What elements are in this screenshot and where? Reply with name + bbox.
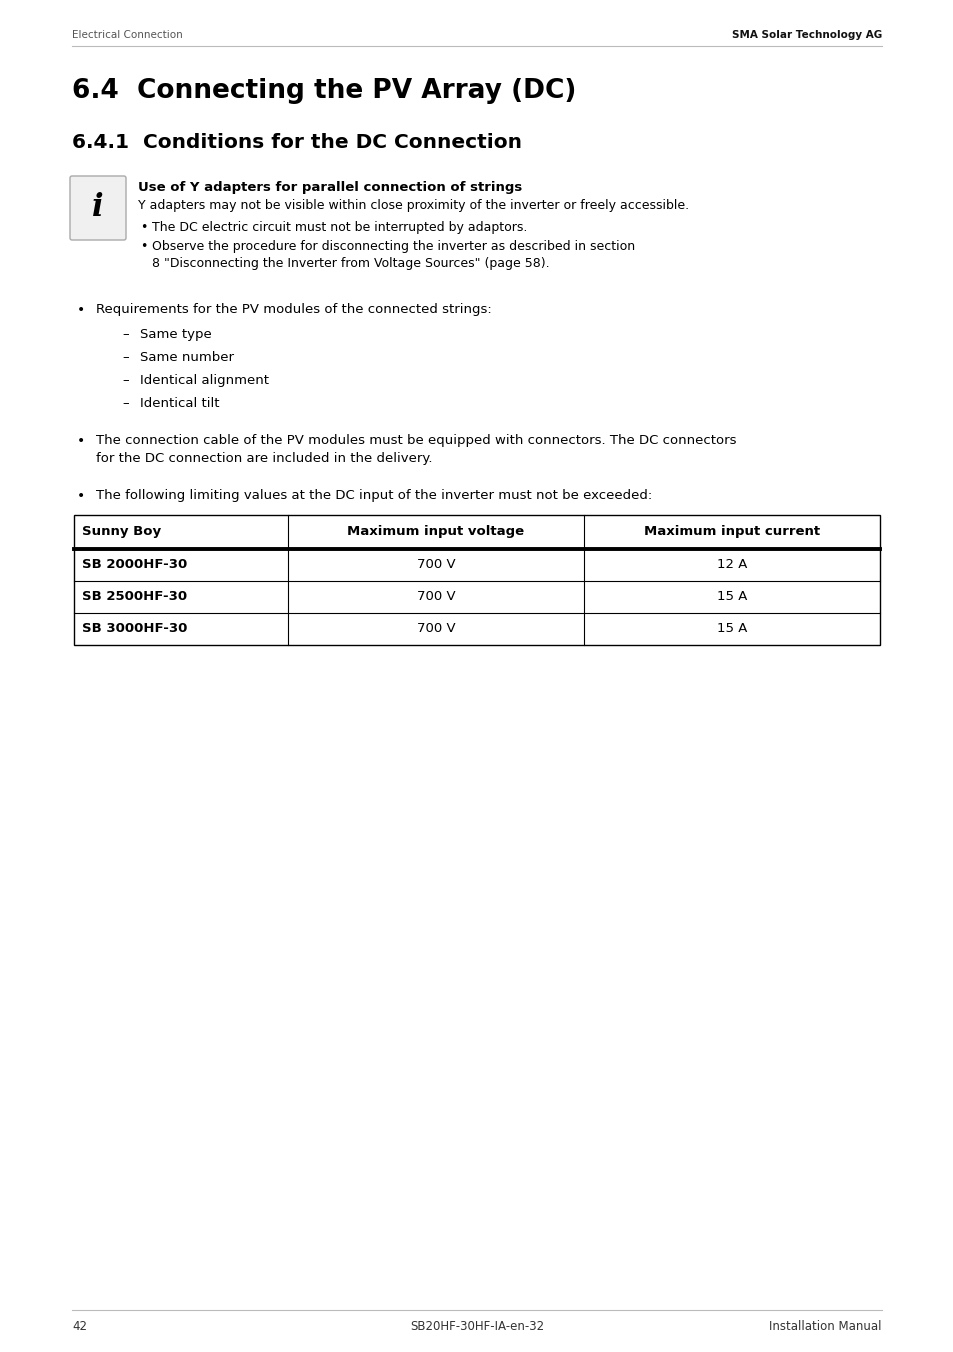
Text: •: • — [140, 220, 147, 234]
Text: Requirements for the PV modules of the connected strings:: Requirements for the PV modules of the c… — [96, 303, 491, 316]
Text: •: • — [77, 489, 85, 503]
Text: Observe the procedure for disconnecting the inverter as described in section: Observe the procedure for disconnecting … — [152, 241, 635, 253]
Text: 6.4.1  Conditions for the DC Connection: 6.4.1 Conditions for the DC Connection — [71, 132, 521, 151]
Text: •: • — [77, 434, 85, 448]
Text: 12 A: 12 A — [716, 558, 746, 572]
Text: 700 V: 700 V — [416, 591, 455, 603]
Text: SB 3000HF-30: SB 3000HF-30 — [82, 622, 187, 635]
Text: 15 A: 15 A — [716, 591, 746, 603]
Text: The DC electric circuit must not be interrupted by adaptors.: The DC electric circuit must not be inte… — [152, 220, 527, 234]
Text: i: i — [92, 192, 104, 223]
Text: SB 2000HF-30: SB 2000HF-30 — [82, 558, 187, 572]
Text: The connection cable of the PV modules must be equipped with connectors. The DC : The connection cable of the PV modules m… — [96, 434, 736, 448]
Text: –: – — [122, 352, 129, 364]
Text: 6.4  Connecting the PV Array (DC): 6.4 Connecting the PV Array (DC) — [71, 78, 576, 104]
Text: –: – — [122, 329, 129, 341]
Text: Identical alignment: Identical alignment — [140, 375, 269, 387]
Text: Same number: Same number — [140, 352, 233, 364]
Text: Maximum input current: Maximum input current — [643, 526, 820, 538]
FancyBboxPatch shape — [70, 176, 126, 241]
Text: Same type: Same type — [140, 329, 212, 341]
Text: 15 A: 15 A — [716, 622, 746, 635]
Text: Use of Y adapters for parallel connection of strings: Use of Y adapters for parallel connectio… — [138, 181, 521, 193]
Text: –: – — [122, 397, 129, 410]
Text: 700 V: 700 V — [416, 558, 455, 572]
Text: •: • — [140, 241, 147, 253]
Text: –: – — [122, 375, 129, 387]
Text: Installation Manual: Installation Manual — [769, 1320, 882, 1333]
Bar — [74, 515, 879, 645]
Text: Sunny Boy: Sunny Boy — [82, 526, 161, 538]
Text: 700 V: 700 V — [416, 622, 455, 635]
Text: Electrical Connection: Electrical Connection — [71, 30, 183, 41]
Text: Y adapters may not be visible within close proximity of the inverter or freely a: Y adapters may not be visible within clo… — [138, 199, 688, 212]
Text: •: • — [77, 303, 85, 316]
Text: Identical tilt: Identical tilt — [140, 397, 219, 410]
Text: Maximum input voltage: Maximum input voltage — [347, 526, 524, 538]
Text: The following limiting values at the DC input of the inverter must not be exceed: The following limiting values at the DC … — [96, 489, 652, 502]
Text: for the DC connection are included in the delivery.: for the DC connection are included in th… — [96, 452, 432, 465]
Text: SB 2500HF-30: SB 2500HF-30 — [82, 591, 187, 603]
Text: 8 "Disconnecting the Inverter from Voltage Sources" (page 58).: 8 "Disconnecting the Inverter from Volta… — [152, 257, 549, 270]
Text: 42: 42 — [71, 1320, 87, 1333]
Text: SMA Solar Technology AG: SMA Solar Technology AG — [731, 30, 882, 41]
Text: SB20HF-30HF-IA-en-32: SB20HF-30HF-IA-en-32 — [410, 1320, 543, 1333]
